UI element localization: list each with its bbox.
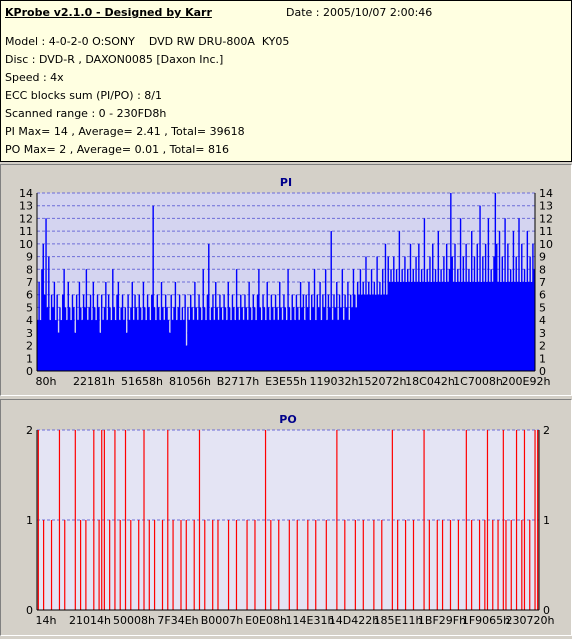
po-chart-panel: PO 0 0 1 1 2 2 14h 21014h 50008h 7F34Eh B0007h E0E08…: [0, 399, 572, 636]
info-panel: KProbe v2.1.0 - Designed by Karr Date : …: [0, 0, 572, 162]
range-line: Scanned range : 0 - 230FD8h: [5, 107, 167, 120]
chart-title: PI: [280, 176, 292, 189]
y-tick-label-right: 4: [539, 314, 546, 327]
y-tick-label-left: 1: [26, 514, 33, 527]
x-tick-label: 114E31h: [286, 614, 335, 627]
y-tick-label-left: 1: [26, 352, 33, 365]
x-tick-label: 152072h: [358, 375, 407, 388]
y-tick-label-left: 2: [26, 340, 33, 353]
x-tick-label: 22181h: [73, 375, 115, 388]
y-tick-label-left: 11: [19, 225, 33, 238]
y-tick-label-left: 13: [19, 200, 33, 213]
y-tick-label-right: 6: [539, 289, 546, 302]
x-tick-label: 230720h: [506, 614, 555, 627]
y-tick-label-left: 10: [19, 238, 33, 251]
x-tick-label: 80h: [36, 375, 57, 388]
x-tick-label: 21014h: [69, 614, 111, 627]
x-tick-label: 7F34Eh: [157, 614, 198, 627]
y-tick-label-right: 9: [539, 251, 546, 264]
x-tick-label: E0E08h: [245, 614, 287, 627]
y-tick-label-right: 2: [543, 424, 550, 437]
model-line: Model : 4-0-2-0 O:SONY DVD RW DRU-800A K…: [5, 35, 290, 48]
y-tick-label-right: 1: [543, 514, 550, 527]
x-tick-label: 18C042h: [405, 375, 455, 388]
y-tick-label-left: 12: [19, 212, 33, 225]
x-tick-label: 81056h: [169, 375, 211, 388]
x-tick-label: 14h: [36, 614, 57, 627]
x-tick-label: 119032h: [310, 375, 359, 388]
x-tick-label: 1F9065h: [462, 614, 510, 627]
y-tick-label-right: 10: [539, 238, 553, 251]
y-tick-label-right: 2: [539, 340, 546, 353]
y-tick-label-right: 0: [543, 604, 550, 617]
y-tick-label-left: 9: [26, 251, 33, 264]
y-tick-label-right: 8: [539, 263, 546, 276]
y-tick-label-right: 5: [539, 301, 546, 314]
pi-chart-panel: PI 0 0 1 1 2 2 3 3 4 4 5 5 6 6 7 7 8 8 9 9 10 10 11 11 12 12 13 13 14…: [0, 164, 572, 396]
y-tick-label-left: 4: [26, 314, 33, 327]
y-tick-label-right: 7: [539, 276, 546, 289]
x-tick-label: 51658h: [121, 375, 163, 388]
x-tick-label: 14D422h: [329, 614, 379, 627]
y-tick-label-right: 1: [539, 352, 546, 365]
y-tick-label-left: 0: [26, 604, 33, 617]
y-tick-label-left: 14: [19, 187, 33, 200]
y-tick-label-right: 11: [539, 225, 553, 238]
po-chart: PO 0 0 1 1 2 2 14h 21014h 50008h 7F34Eh B0007h E0E08…: [26, 413, 555, 627]
chart-title: PO: [279, 413, 296, 426]
speed-line: Speed : 4x: [5, 71, 64, 84]
y-tick-label-right: 14: [539, 187, 553, 200]
y-tick-label-right: 3: [539, 327, 546, 340]
y-tick-label-left: 5: [26, 301, 33, 314]
x-tick-label: E3E55h: [265, 375, 307, 388]
disc-line: Disc : DVD-R , DAXON0085 [Daxon Inc.]: [5, 53, 224, 66]
y-tick-label-left: 2: [26, 424, 33, 437]
y-tick-label-left: 6: [26, 289, 33, 302]
scan-date: Date : 2005/10/07 2:00:46: [286, 6, 433, 19]
y-tick-label-left: 8: [26, 263, 33, 276]
y-tick-label-right: 0: [539, 365, 546, 378]
y-tick-label-left: 3: [26, 327, 33, 340]
pi-summary-line: PI Max= 14 , Average= 2.41 , Total= 3961…: [5, 125, 245, 138]
app-title: KProbe v2.1.0 - Designed by Karr: [5, 6, 212, 19]
x-tick-label: 50008h: [113, 614, 155, 627]
po-summary-line: PO Max= 2 , Average= 0.01 , Total= 816: [5, 143, 229, 156]
y-tick-label-right: 12: [539, 212, 553, 225]
y-tick-label-left: 0: [26, 365, 33, 378]
x-tick-label: 185E11h: [374, 614, 423, 627]
x-tick-label: 200E92h: [502, 375, 551, 388]
x-tick-label: 1BF29Fh: [418, 614, 466, 627]
x-tick-label: 1C7008h: [453, 375, 503, 388]
x-tick-label: B0007h: [201, 614, 244, 627]
y-tick-label-right: 13: [539, 200, 553, 213]
y-tick-label-left: 7: [26, 276, 33, 289]
ecc-line: ECC blocks sum (PI/PO) : 8/1: [5, 89, 162, 102]
x-tick-label: B2717h: [217, 375, 260, 388]
